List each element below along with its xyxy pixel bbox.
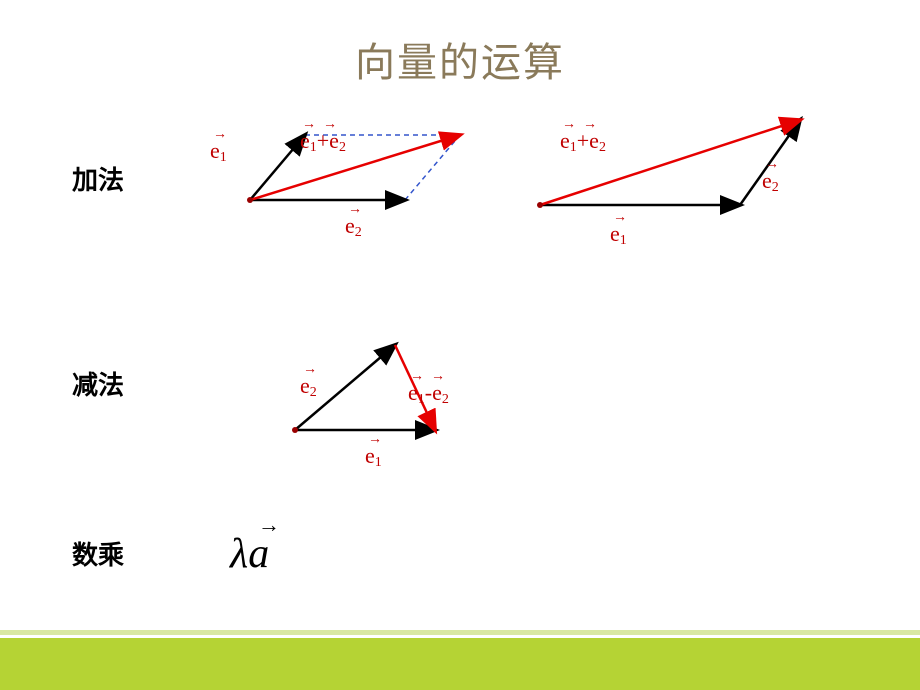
label-e1: e1 bbox=[210, 140, 227, 162]
label-addition: 加法 bbox=[72, 160, 124, 197]
label-scalar: 数乘 bbox=[72, 535, 124, 572]
scalar-expression: → λa bbox=[230, 530, 269, 578]
label-e2: e2 bbox=[762, 170, 779, 192]
label-e2: e2 bbox=[345, 215, 362, 237]
label-e2: e2 bbox=[300, 375, 317, 397]
label-e1: e1 bbox=[365, 445, 382, 467]
diagram-triangle-sub: → e1 → e2 → → e1-e2 bbox=[265, 320, 485, 470]
label-subtraction: 减法 bbox=[72, 365, 124, 402]
label-diff: e1-e2 bbox=[408, 382, 449, 404]
label-sum: e1+e2 bbox=[560, 130, 606, 152]
diagram-parallelogram: → e1 → e2 → → e1+e2 bbox=[205, 110, 465, 240]
footer-bar bbox=[0, 635, 920, 690]
page-title: 向量的运算 bbox=[0, 30, 920, 88]
arrow-over-icon: → bbox=[258, 512, 280, 538]
label-sum: e1+e2 bbox=[300, 130, 346, 152]
label-e1: e1 bbox=[610, 223, 627, 245]
diagram-triangle-add: → e1 → e2 → → e1+e2 bbox=[510, 100, 810, 250]
